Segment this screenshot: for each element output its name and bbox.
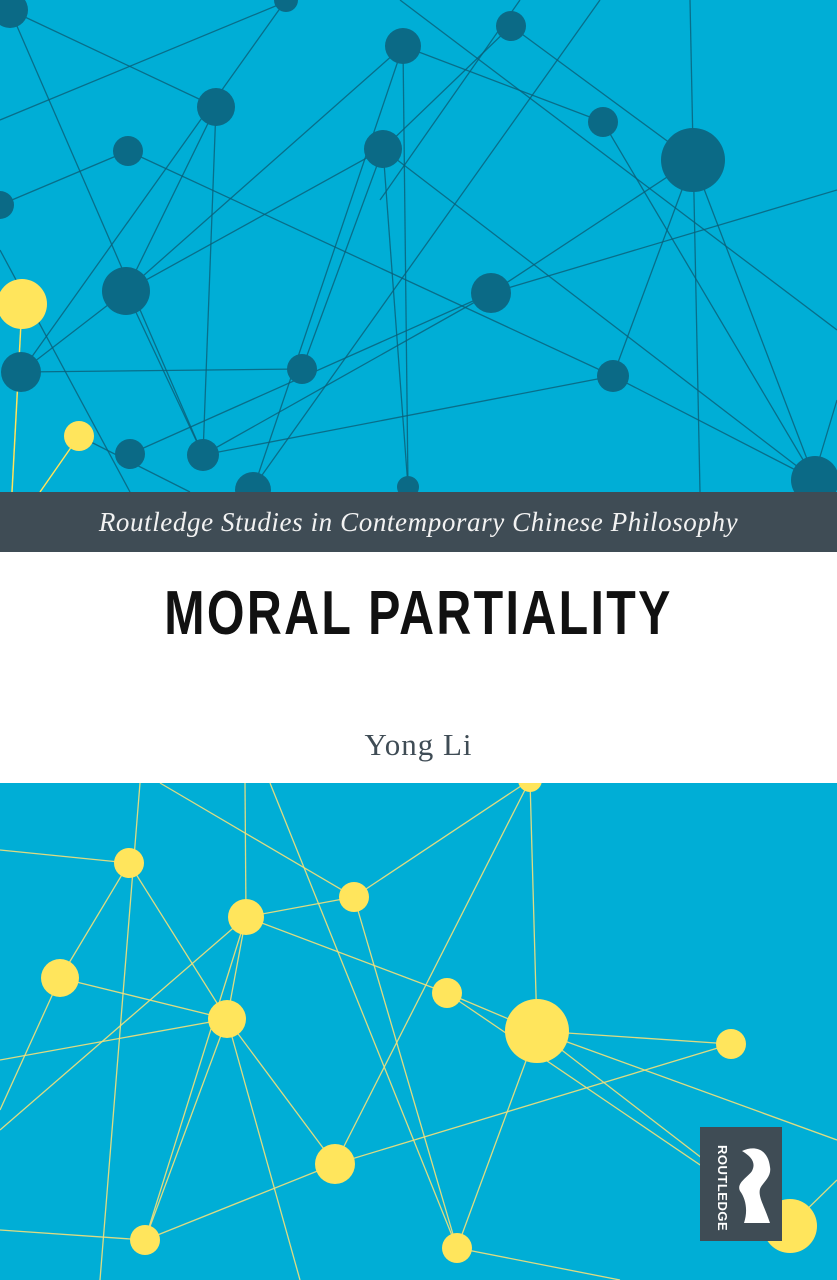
network-edge (382, 148, 816, 481)
network-edge (612, 375, 816, 481)
series-title: Routledge Studies in Contemporary Chines… (98, 506, 739, 537)
network-node (208, 1000, 246, 1038)
network-node (471, 273, 511, 313)
network-node (661, 128, 725, 192)
network-node (64, 421, 94, 451)
network-node (0, 191, 14, 219)
network-edge (245, 896, 355, 918)
network-edge (536, 1030, 837, 1141)
network-edge (244, 782, 247, 918)
network-node (1, 352, 41, 392)
network-edge (144, 916, 247, 1241)
network-node (187, 439, 219, 471)
network-node (496, 11, 526, 41)
network-edge (128, 862, 228, 1020)
network-edge (125, 106, 217, 292)
network-edge (334, 1043, 732, 1165)
network-edge (9, 9, 204, 456)
network-edge (529, 779, 538, 1032)
network-edge (334, 779, 531, 1165)
network-node (274, 0, 298, 12)
network-edge (202, 375, 614, 456)
network-node (597, 360, 629, 392)
routledge-logo-mark: ROUTLEDGE (715, 1145, 771, 1231)
network-node (385, 28, 421, 64)
network-node (505, 999, 569, 1063)
network-edge (536, 1030, 732, 1045)
network-edge (125, 45, 404, 292)
routledge-logo: ROUTLEDGE (700, 1127, 782, 1241)
network-edge (202, 292, 492, 456)
book-title: MORAL PARTIALITY (164, 579, 673, 648)
network-node (588, 107, 618, 137)
network-node (315, 1144, 355, 1184)
network-edge (9, 9, 217, 108)
network-edge (602, 121, 816, 481)
author-name: Yong Li (364, 727, 473, 762)
network-edge (382, 148, 409, 488)
network-edge (490, 189, 837, 294)
network-edge (353, 779, 531, 898)
network-edge (0, 1018, 228, 1061)
network-edge (0, 977, 61, 1111)
network-edge (20, 0, 287, 373)
network-edge (144, 1163, 336, 1241)
network-node (102, 267, 150, 315)
network-edge (692, 159, 816, 481)
network-edge (490, 159, 694, 294)
network-edge (249, 0, 601, 493)
network-edge (125, 148, 384, 292)
network-edge (125, 290, 204, 456)
network-node (130, 1225, 160, 1255)
network-edge (59, 862, 130, 979)
network-node (115, 439, 145, 469)
network-edge (144, 1018, 228, 1241)
network-edge (510, 25, 694, 161)
network-edge (245, 916, 448, 994)
network-edge (301, 148, 384, 370)
network-edge (159, 782, 355, 898)
network-edge (456, 1030, 538, 1249)
network-edge (456, 1247, 621, 1280)
network-edge (0, 849, 130, 864)
network-node (287, 354, 317, 384)
network-edge (402, 45, 409, 488)
svg-text:ROUTLEDGE: ROUTLEDGE (715, 1145, 730, 1231)
network-edge (0, 1229, 146, 1241)
network-edge (226, 1018, 301, 1280)
network-edge (402, 45, 604, 123)
network-node (113, 136, 143, 166)
network-node (114, 848, 144, 878)
network-edge (0, 916, 247, 1131)
network-edge (0, 150, 129, 206)
network-node (791, 456, 837, 504)
network-node (0, 279, 47, 329)
network-edge (226, 1018, 336, 1165)
network-node (716, 1029, 746, 1059)
network-edge (11, 303, 23, 493)
network-edge (612, 159, 694, 377)
network-edge (379, 0, 521, 201)
network-node (197, 88, 235, 126)
title-panel (0, 552, 837, 783)
network-edge (269, 782, 458, 1249)
network-node (339, 882, 369, 912)
network-edge (252, 45, 404, 491)
network-edge (20, 368, 303, 373)
network-edge (127, 150, 614, 377)
network-edge (399, 0, 837, 331)
network-edge (59, 977, 228, 1020)
network-node (442, 1233, 472, 1263)
network-edge (689, 0, 701, 493)
network-node (41, 959, 79, 997)
network-node (228, 899, 264, 935)
network-edge (353, 896, 458, 1249)
network-edge (0, 0, 291, 121)
network-edge (202, 106, 217, 456)
series-band: Routledge Studies in Contemporary Chines… (0, 492, 837, 552)
network-node (432, 978, 462, 1008)
network-node (364, 130, 402, 168)
network-node (0, 0, 28, 28)
